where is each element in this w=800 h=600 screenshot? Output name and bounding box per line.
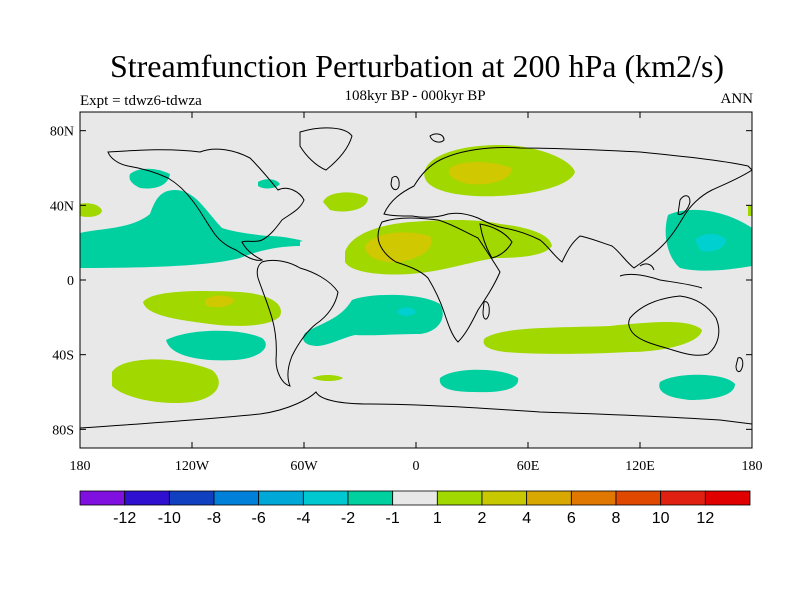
colorbar-label: -8: [207, 510, 221, 527]
contour-neg-australia-south: [659, 374, 735, 400]
contour-neg-south-pacific: [166, 330, 266, 361]
coast-arabia: [479, 223, 513, 259]
contour-neg2-west-pacific: [695, 234, 726, 252]
x-tick-label: 0: [413, 459, 420, 474]
x-tick-label: 120W: [175, 459, 210, 474]
coast-madagascar: [482, 301, 490, 320]
contour-neg-south-atlantic: [303, 294, 443, 346]
colorbar-label: 12: [696, 510, 714, 527]
x-axis: 180 120W 60W 0 60E 120E 180: [70, 112, 763, 474]
x-tick-label: 60E: [517, 459, 540, 474]
colorbar-label: -12: [113, 510, 136, 527]
contour-pos-south-indian: [483, 322, 702, 354]
y-axis: 80N 40N 0 40S 80S: [50, 125, 752, 438]
contour-pos-south-pacific: [143, 291, 281, 326]
colorbar-label: -6: [252, 510, 266, 527]
contour-pos-west-edge: [80, 203, 102, 217]
coast-svalbard: [429, 133, 445, 143]
plot-title: Streamfunction Perturbation at 200 hPa (…: [109, 48, 725, 84]
coast-australia: [628, 295, 720, 356]
colorbar-swatch: [570, 490, 617, 506]
coast-south-america: [256, 259, 339, 387]
colorbar-swatch: [481, 490, 528, 506]
coast-greenland: [299, 127, 353, 171]
colorbar-swatch: [704, 490, 751, 506]
y-tick-label: 80N: [50, 125, 74, 140]
colorbar-swatch: [347, 490, 394, 506]
contour-pos2-north-africa: [364, 232, 432, 263]
contour-pos-southeast-pacific: [112, 359, 219, 404]
coast-japan: [677, 195, 691, 215]
y-tick-label: 80S: [52, 423, 74, 438]
colorbar-label: 4: [522, 510, 531, 527]
contour-pos2-scandinavia: [448, 162, 512, 185]
colorbar-swatch: [615, 490, 662, 506]
colorbar-swatch: [436, 490, 483, 506]
coast-eurasia: [383, 147, 752, 269]
colorbar-swatch: [79, 490, 126, 506]
colorbar-label: 10: [652, 510, 670, 527]
coast-antarctica: [80, 391, 752, 429]
coastlines: [80, 127, 752, 429]
contour-neg2-south-atlantic: [398, 307, 416, 316]
colorbar-label: 1: [433, 510, 442, 527]
contour-pos-south-atlantic-small: [312, 375, 343, 381]
x-tick-label: 180: [742, 459, 763, 474]
colorbar-swatch: [392, 490, 438, 506]
colorbar-swatch: [258, 490, 304, 506]
y-tick-label: 40S: [52, 349, 74, 364]
contour-neg-south-indian: [439, 369, 519, 393]
contour-pos2-south-pacific: [205, 295, 235, 308]
colorbar-label: -4: [296, 510, 310, 527]
colorbar-label: 6: [567, 510, 576, 527]
y-tick-label: 0: [67, 274, 74, 289]
contour-neg-north-pacific: [129, 168, 170, 189]
x-tick-label: 180: [70, 459, 91, 474]
colorbar-swatch: [526, 490, 572, 506]
coast-africa: [377, 217, 501, 343]
colorbar: -12 -10 -8 -6 -4 -2 -1 1 2 4 6 8 10 12: [79, 490, 751, 527]
colorbar-swatch: [302, 490, 349, 506]
contour-neg-caribbean: [250, 235, 303, 246]
colorbar-label: -1: [386, 510, 400, 527]
colorbar-label: -2: [341, 510, 355, 527]
x-tick-label: 60W: [290, 459, 318, 474]
contour-neg-eastern-pacific: [80, 190, 300, 268]
contour-fills: [80, 145, 752, 404]
coast-uk: [390, 175, 400, 191]
coast-north-america: [107, 148, 305, 261]
colorbar-swatch: [213, 490, 260, 506]
colorbar-label: 2: [478, 510, 487, 527]
colorbar-swatch: [660, 490, 706, 506]
season-label: ANN: [720, 91, 754, 107]
coast-new-zealand: [735, 357, 744, 373]
y-tick-label: 40N: [50, 199, 74, 214]
colorbar-swatch: [124, 490, 170, 506]
colorbar-swatch: [168, 490, 215, 506]
colorbar-label: 8: [612, 510, 621, 527]
experiment-label: Expt = tdwz6-tdwza: [80, 93, 202, 109]
contour-pos-atlantic-north: [323, 192, 368, 212]
colorbar-label: -10: [158, 510, 181, 527]
contour-pos-east-edge: [748, 206, 752, 216]
coast-indonesia: [619, 263, 703, 289]
x-tick-label: 120E: [625, 459, 655, 474]
plot-subtitle: 108kyr BP - 000kyr BP: [344, 88, 486, 104]
